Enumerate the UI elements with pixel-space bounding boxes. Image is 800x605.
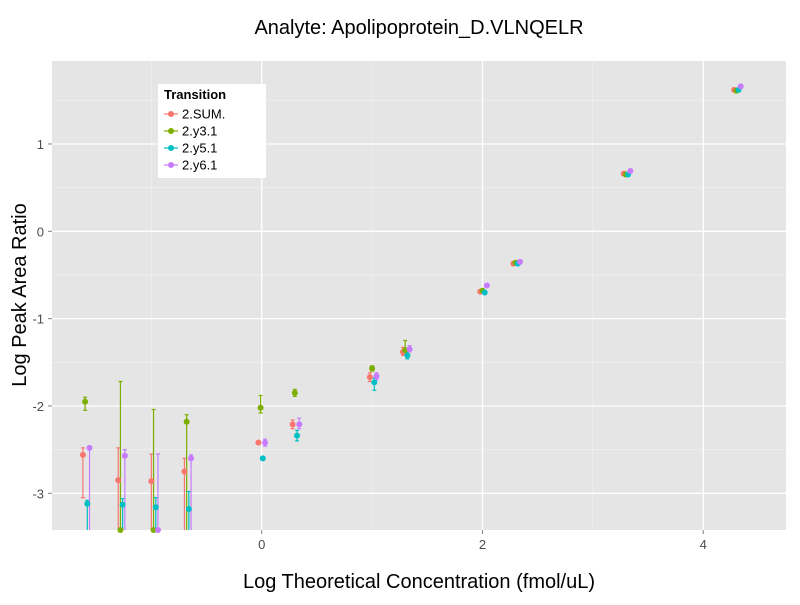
data-point xyxy=(257,404,264,411)
y-tick-label: 0 xyxy=(37,224,44,239)
data-point xyxy=(121,452,128,459)
data-point xyxy=(406,346,413,353)
data-point xyxy=(366,374,373,381)
data-point xyxy=(255,439,262,446)
data-point xyxy=(262,439,269,446)
y-axis-label: Log Peak Area Ratio xyxy=(9,203,31,386)
data-point xyxy=(154,527,161,533)
data-point xyxy=(84,500,91,507)
legend-label: 2.y6.1 xyxy=(182,158,217,173)
legend-label: 2.y3.1 xyxy=(182,124,217,139)
legend-key-point xyxy=(168,145,174,151)
data-point xyxy=(483,282,490,289)
data-point xyxy=(185,506,192,513)
y-axis: -3 -2 -1 0 1 xyxy=(32,137,52,501)
data-point xyxy=(737,83,744,90)
y-tick-label: 1 xyxy=(37,137,44,152)
data-point xyxy=(516,258,523,265)
legend-title: Transition xyxy=(164,87,226,102)
legend-key-point xyxy=(168,162,174,168)
data-point xyxy=(152,504,159,511)
data-point xyxy=(188,455,195,462)
data-point xyxy=(183,418,190,425)
legend-items: 2.SUM. 2.y3.1 2.y5.1 2.y6.1 xyxy=(164,107,225,173)
data-point xyxy=(291,389,298,396)
data-point xyxy=(117,527,124,533)
data-point xyxy=(296,421,303,428)
data-point xyxy=(259,455,266,462)
x-axis: 0 2 4 xyxy=(258,530,707,552)
y-tick-label: -1 xyxy=(32,312,44,327)
x-tick-label: 4 xyxy=(700,537,707,552)
legend-key-point xyxy=(168,111,174,117)
legend-key-point xyxy=(168,128,174,134)
data-point xyxy=(150,527,157,533)
data-point xyxy=(371,379,378,386)
data-points xyxy=(79,83,744,533)
data-point xyxy=(86,444,93,451)
data-point xyxy=(115,477,122,484)
x-tick-label: 2 xyxy=(479,537,486,552)
data-point xyxy=(481,289,488,296)
data-point xyxy=(627,168,634,175)
data-point xyxy=(119,501,126,508)
data-point xyxy=(369,365,376,372)
data-point xyxy=(82,398,89,405)
data-point xyxy=(289,421,296,428)
data-point xyxy=(294,432,301,439)
y-tick-label: -3 xyxy=(32,486,44,501)
chart-title: Analyte: Apolipoprotein_D.VLNQELR xyxy=(254,17,583,39)
legend: Transition 2.SUM. 2.y3.1 2.y5.1 2.y6.1 xyxy=(158,84,266,178)
y-tick-label: -2 xyxy=(32,399,44,414)
x-axis-label: Log Theoretical Concentration (fmol/uL) xyxy=(243,571,595,593)
data-point xyxy=(181,468,188,475)
data-point xyxy=(79,451,86,458)
legend-label: 2.y5.1 xyxy=(182,141,217,156)
data-point xyxy=(373,373,380,380)
data-point xyxy=(148,478,155,485)
legend-label: 2.SUM. xyxy=(182,107,225,122)
data-point xyxy=(404,352,411,359)
x-tick-label: 0 xyxy=(258,537,265,552)
